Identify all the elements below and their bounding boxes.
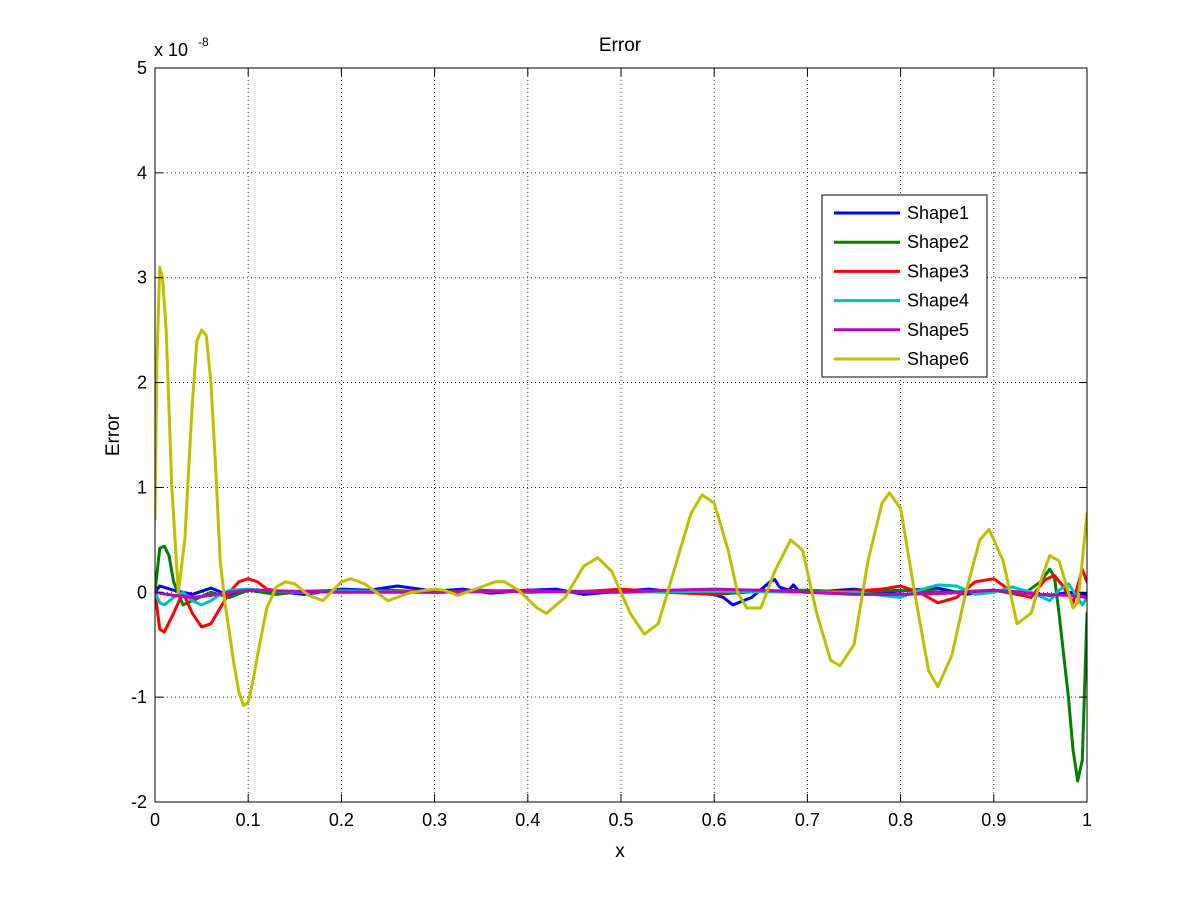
legend-label-shape5: Shape5 <box>907 320 969 340</box>
y-tick-label: 1 <box>137 477 147 497</box>
chart-title: Error <box>599 35 642 56</box>
axis-ticks: 0 0.1 0.2 0.3 0.4 0.5 0.6 0.7 0.8 0.9 1 -2 -1 0 1 2 3 4 5 <box>131 58 1092 830</box>
legend-label-shape3: Shape3 <box>907 261 969 281</box>
series-lines <box>155 265 1087 783</box>
y-tick-label: -1 <box>131 687 147 707</box>
legend: Shape1 Shape2 Shape3 Shape4 Shape5 Shape6 <box>821 194 988 378</box>
x-tick-label: 0 <box>150 810 160 830</box>
y-exponent-label: x 10 -8 <box>154 35 209 60</box>
x-tick-label: 0.7 <box>795 810 820 830</box>
y-tick-label: -2 <box>131 792 147 812</box>
y-tick-label: 4 <box>137 163 147 183</box>
y-exponent-base: x 10 <box>154 40 188 60</box>
legend-label-shape1: Shape1 <box>907 203 969 223</box>
x-tick-label: 0.5 <box>608 810 633 830</box>
y-axis-label: Error <box>103 413 124 456</box>
legend-box <box>821 194 988 378</box>
y-tick-label: 2 <box>137 373 147 393</box>
legend-label-shape4: Shape4 <box>907 291 969 311</box>
x-tick-label: 0.3 <box>422 810 447 830</box>
x-tick-label: 1 <box>1082 810 1092 830</box>
x-tick-label: 0.8 <box>888 810 913 830</box>
legend-label-shape6: Shape6 <box>907 349 969 369</box>
y-tick-label: 3 <box>137 268 147 288</box>
series-line-shape5 <box>155 587 1087 599</box>
y-tick-label: 0 <box>137 582 147 602</box>
x-tick-label: 0.1 <box>236 810 261 830</box>
x-tick-label: 0.9 <box>981 810 1006 830</box>
y-tick-label: 5 <box>137 58 147 78</box>
x-tick-label: 0.6 <box>702 810 727 830</box>
y-exponent-power: -8 <box>198 35 209 49</box>
legend-label-shape2: Shape2 <box>907 232 969 252</box>
x-axis-label: x <box>615 841 625 862</box>
x-tick-label: 0.4 <box>515 810 540 830</box>
x-tick-label: 0.2 <box>329 810 354 830</box>
series-line-shape6 <box>155 265 1087 707</box>
